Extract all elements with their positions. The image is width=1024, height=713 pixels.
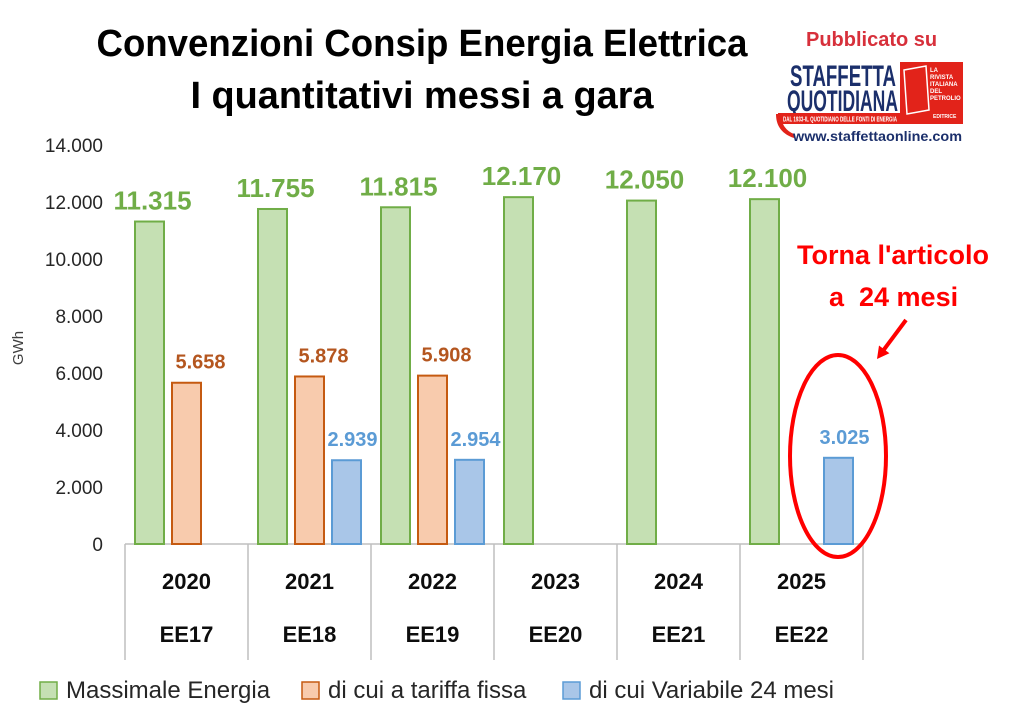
logo-badge-text: PETROLIO xyxy=(930,96,961,102)
data-label-massimale-energia-2023: 12.170 xyxy=(482,161,562,191)
chart-subtitle: I quantitativi messi a gara xyxy=(191,75,655,117)
logo-badge-text: DEL xyxy=(930,89,942,95)
data-label-massimale-energia-2024: 12.050 xyxy=(605,165,685,195)
logo-badge-footer: EDITRICE xyxy=(933,114,957,120)
bar-di-cui-a-tariffa-fissa-2021 xyxy=(294,375,325,545)
legend-label-di-cui-a-tariffa-fissa: di cui a tariffa fissa xyxy=(328,677,527,704)
category-label-convention: EE21 xyxy=(652,622,706,647)
chart-title-block: Convenzioni Consip Energia Elettrica I q… xyxy=(97,23,749,117)
legend-swatch-di-cui-variabile-24-mesi xyxy=(562,681,581,700)
published-on-label: Pubblicato su xyxy=(806,29,937,51)
y-tick-label: 0 xyxy=(92,535,103,556)
annotation-text-line2: a 24 mesi xyxy=(829,282,958,312)
y-tick-label: 12.000 xyxy=(45,193,103,214)
y-tick-label: 8.000 xyxy=(55,307,103,328)
data-label-massimale-energia-2022: 11.815 xyxy=(359,171,437,201)
logo-tagline-band xyxy=(778,113,902,124)
annotation-text-line1: Torna l'articolo xyxy=(797,240,989,270)
y-tick-label: 14.000 xyxy=(45,136,103,157)
category-label-year: 2020 xyxy=(162,569,211,594)
publisher-logo: Pubblicato su STAFFETTA QUOTIDIANA DAL 1… xyxy=(776,29,963,144)
data-label-di-cui-variabile-24-mesi-2025: 3.025 xyxy=(819,427,869,449)
category-label-year: 2022 xyxy=(408,569,457,594)
logo-badge-text: LA xyxy=(930,68,939,74)
data-label-massimale-energia-2020: 11.315 xyxy=(113,186,191,216)
y-tick-label: 4.000 xyxy=(55,421,103,442)
category-label-convention: EE17 xyxy=(160,622,214,647)
logo-badge-page-icon xyxy=(903,65,930,115)
category-label-convention: EE18 xyxy=(283,622,337,647)
bar-di-cui-variabile-24-mesi-2022 xyxy=(454,458,485,546)
legend-swatch-di-cui-a-tariffa-fissa xyxy=(301,681,320,700)
bar-massimale-energia-2024 xyxy=(626,199,657,545)
bar-massimale-energia-2025 xyxy=(749,198,780,545)
legend-label-di-cui-variabile-24-mesi: di cui Variabile 24 mesi xyxy=(589,677,834,704)
bar-massimale-energia-2023 xyxy=(503,196,534,545)
plot-area: 0 2.000 4.000 6.000 8.000 10.000 12.000 14.000 2… xyxy=(45,136,870,660)
chart-title: Convenzioni Consip Energia Elettrica xyxy=(97,23,749,65)
category-label-year: 2021 xyxy=(285,569,334,594)
legend: Massimale Energia di cui a tariffa fissa d… xyxy=(39,677,834,704)
category-label-convention: EE22 xyxy=(775,622,829,647)
y-axis-label: GWh xyxy=(10,331,27,365)
logo-badge-text: RIVISTA xyxy=(930,75,954,81)
bar-di-cui-variabile-24-mesi-2021 xyxy=(331,459,362,545)
bar-massimale-energia-2021 xyxy=(257,207,288,545)
annotation-arrowhead-icon xyxy=(877,345,890,359)
legend-swatch-massimale-energia xyxy=(39,681,58,700)
logo-tagline: DAL 1933-IL QUOTIDIANO DELLE FONTI DI EN… xyxy=(783,117,897,124)
y-tick-label: 2.000 xyxy=(55,478,103,499)
data-label-di-cui-a-tariffa-fissa-2020: 5.658 xyxy=(175,352,225,374)
category-label-convention: EE20 xyxy=(529,622,583,647)
category-label-year: 2023 xyxy=(531,569,580,594)
bar-massimale-energia-2022 xyxy=(380,206,411,546)
data-label-di-cui-a-tariffa-fissa-2021: 5.878 xyxy=(298,345,348,367)
bar-massimale-energia-2020 xyxy=(134,220,165,546)
category-label-convention: EE19 xyxy=(406,622,460,647)
bar-di-cui-a-tariffa-fissa-2020 xyxy=(171,381,202,546)
category-label-year: 2024 xyxy=(654,569,704,594)
data-label-di-cui-variabile-24-mesi-2021: 2.939 xyxy=(327,429,377,451)
logo-wordmark-line2: QUOTIDIANA xyxy=(787,85,898,118)
data-label-massimale-energia-2021: 11.755 xyxy=(236,173,314,203)
legend-label-massimale-energia: Massimale Energia xyxy=(66,677,271,704)
annotation-arrow-shaft xyxy=(882,318,908,351)
annotation-callout: Torna l'articolo a 24 mesi xyxy=(788,240,989,559)
data-label-di-cui-variabile-24-mesi-2022: 2.954 xyxy=(450,429,501,451)
logo-badge-text: ITALIANA xyxy=(930,82,958,88)
data-label-massimale-energia-2025: 12.100 xyxy=(728,163,808,193)
annotation-highlight-ellipse xyxy=(788,353,888,559)
data-label-di-cui-a-tariffa-fissa-2022: 5.908 xyxy=(421,345,471,367)
y-tick-label: 10.000 xyxy=(45,250,103,271)
category-label-year: 2025 xyxy=(777,569,826,594)
bar-di-cui-variabile-24-mesi-2025 xyxy=(823,456,854,546)
y-tick-label: 6.000 xyxy=(55,364,103,385)
bar-di-cui-a-tariffa-fissa-2022 xyxy=(417,374,448,546)
logo-wordmark-line1: STAFFETTA xyxy=(790,60,896,93)
logo-url: www.staffettaonline.com xyxy=(792,128,962,144)
